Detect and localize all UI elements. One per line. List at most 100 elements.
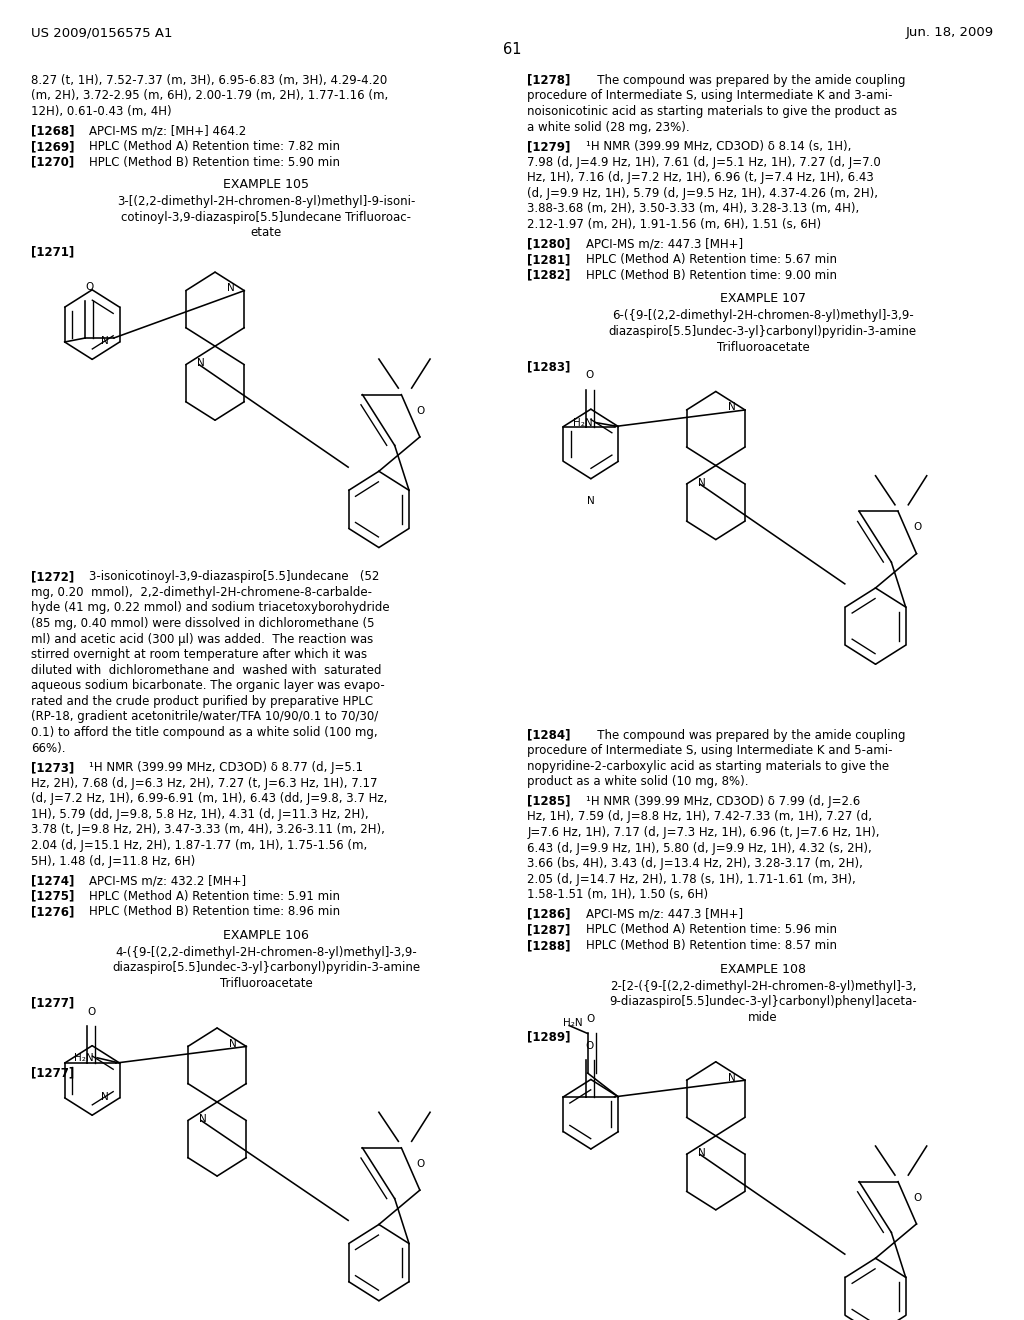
Text: diazaspiro[5.5]undec-3-yl}carbonyl)pyridin-3-amine: diazaspiro[5.5]undec-3-yl}carbonyl)pyrid…: [609, 325, 916, 338]
Text: O: O: [85, 281, 93, 292]
Text: [1280]: [1280]: [527, 238, 570, 251]
Text: O: O: [586, 1040, 594, 1051]
Text: HPLC (Method B) Retention time: 9.00 min: HPLC (Method B) Retention time: 9.00 min: [586, 269, 837, 281]
Text: 3.66 (bs, 4H), 3.43 (d, J=13.4 Hz, 2H), 3.28-3.17 (m, 2H),: 3.66 (bs, 4H), 3.43 (d, J=13.4 Hz, 2H), …: [527, 857, 863, 870]
Text: product as a white solid (10 mg, 8%).: product as a white solid (10 mg, 8%).: [527, 775, 749, 788]
Text: [1277]: [1277]: [31, 1067, 74, 1080]
Text: [1270]: [1270]: [31, 156, 74, 169]
Text: 3-[(2,2-dimethyl-2H-chromen-8-yl)methyl]-9-isoni-: 3-[(2,2-dimethyl-2H-chromen-8-yl)methyl]…: [117, 195, 416, 209]
Text: [1274]: [1274]: [31, 874, 74, 887]
Text: 2.04 (d, J=15.1 Hz, 2H), 1.87-1.77 (m, 1H), 1.75-1.56 (m,: 2.04 (d, J=15.1 Hz, 2H), 1.87-1.77 (m, 1…: [31, 840, 367, 851]
Text: [1283]: [1283]: [527, 360, 570, 374]
Text: O: O: [913, 523, 922, 532]
Text: 6.43 (d, J=9.9 Hz, 1H), 5.80 (d, J=9.9 Hz, 1H), 4.32 (s, 2H),: 6.43 (d, J=9.9 Hz, 1H), 5.80 (d, J=9.9 H…: [527, 842, 872, 854]
Text: O: O: [417, 1159, 425, 1168]
Text: (m, 2H), 3.72-2.95 (m, 6H), 2.00-1.79 (m, 2H), 1.77-1.16 (m,: (m, 2H), 3.72-2.95 (m, 6H), 2.00-1.79 (m…: [31, 90, 388, 103]
Text: diazaspiro[5.5]undec-3-yl}carbonyl)pyridin-3-amine: diazaspiro[5.5]undec-3-yl}carbonyl)pyrid…: [113, 961, 420, 974]
Text: Jun. 18, 2009: Jun. 18, 2009: [905, 26, 993, 40]
Text: HPLC (Method B) Retention time: 8.96 min: HPLC (Method B) Retention time: 8.96 min: [89, 906, 340, 919]
Text: mg, 0.20  mmol),  2,2-dimethyl-2H-chromene-8-carbalde-: mg, 0.20 mmol), 2,2-dimethyl-2H-chromene…: [31, 586, 372, 599]
Text: rated and the crude product purified by preparative HPLC: rated and the crude product purified by …: [31, 694, 373, 708]
Text: J=7.6 Hz, 1H), 7.17 (d, J=7.3 Hz, 1H), 6.96 (t, J=7.6 Hz, 1H),: J=7.6 Hz, 1H), 7.17 (d, J=7.3 Hz, 1H), 6…: [527, 826, 880, 840]
Text: HPLC (Method B) Retention time: 5.90 min: HPLC (Method B) Retention time: 5.90 min: [89, 156, 340, 169]
Text: 12H), 0.61-0.43 (m, 4H): 12H), 0.61-0.43 (m, 4H): [31, 106, 171, 117]
Text: [1279]: [1279]: [527, 140, 570, 153]
Text: [1289]: [1289]: [527, 1031, 570, 1043]
Text: N: N: [728, 1073, 736, 1082]
Text: EXAMPLE 106: EXAMPLE 106: [223, 929, 309, 941]
Text: (d, J=7.2 Hz, 1H), 6.99-6.91 (m, 1H), 6.43 (dd, J=9.8, 3.7 Hz,: (d, J=7.2 Hz, 1H), 6.99-6.91 (m, 1H), 6.…: [31, 792, 387, 805]
Text: APCI-MS m/z: 447.3 [MH+]: APCI-MS m/z: 447.3 [MH+]: [586, 238, 742, 251]
Text: stirred overnight at room temperature after which it was: stirred overnight at room temperature af…: [31, 648, 367, 661]
Text: 3.78 (t, J=9.8 Hz, 2H), 3.47-3.33 (m, 4H), 3.26-3.11 (m, 2H),: 3.78 (t, J=9.8 Hz, 2H), 3.47-3.33 (m, 4H…: [31, 824, 385, 837]
Text: [1285]: [1285]: [527, 795, 570, 808]
Text: O: O: [87, 1007, 95, 1016]
Text: EXAMPLE 108: EXAMPLE 108: [720, 962, 806, 975]
Text: ¹H NMR (399.99 MHz, CD3OD) δ 8.77 (d, J=5.1: ¹H NMR (399.99 MHz, CD3OD) δ 8.77 (d, J=…: [89, 762, 364, 774]
Text: procedure of Intermediate S, using Intermediate K and 5-ami-: procedure of Intermediate S, using Inter…: [527, 744, 893, 758]
Text: ¹H NMR (399.99 MHz, CD3OD) δ 7.99 (d, J=2.6: ¹H NMR (399.99 MHz, CD3OD) δ 7.99 (d, J=…: [586, 795, 860, 808]
Text: ¹H NMR (399.99 MHz, CD3OD) δ 8.14 (s, 1H),: ¹H NMR (399.99 MHz, CD3OD) δ 8.14 (s, 1H…: [586, 140, 851, 153]
Text: N: N: [100, 335, 109, 346]
Text: APCI-MS m/z: 432.2 [MH+]: APCI-MS m/z: 432.2 [MH+]: [89, 874, 246, 887]
Text: mide: mide: [749, 1011, 777, 1024]
Text: APCI-MS m/z: 447.3 [MH+]: APCI-MS m/z: 447.3 [MH+]: [586, 908, 742, 921]
Text: 5H), 1.48 (d, J=11.8 Hz, 6H): 5H), 1.48 (d, J=11.8 Hz, 6H): [31, 854, 195, 867]
Text: [1286]: [1286]: [527, 908, 570, 921]
Text: 2-[2-({9-[(2,2-dimethyl-2H-chromen-8-yl)methyl]-3,: 2-[2-({9-[(2,2-dimethyl-2H-chromen-8-yl)…: [609, 979, 916, 993]
Text: [1284]: [1284]: [527, 729, 570, 742]
Text: 66%).: 66%).: [31, 742, 66, 755]
Text: The compound was prepared by the amide coupling: The compound was prepared by the amide c…: [586, 74, 905, 87]
Text: a white solid (28 mg, 23%).: a white solid (28 mg, 23%).: [527, 120, 690, 133]
Text: O: O: [913, 1192, 922, 1203]
Text: 0.1) to afford the title compound as a white solid (100 mg,: 0.1) to afford the title compound as a w…: [31, 726, 378, 739]
Text: noisonicotinic acid as starting materials to give the product as: noisonicotinic acid as starting material…: [527, 106, 897, 117]
Text: N: N: [199, 1114, 207, 1125]
Text: [1275]: [1275]: [31, 890, 74, 903]
Text: 2.12-1.97 (m, 2H), 1.91-1.56 (m, 6H), 1.51 (s, 6H): 2.12-1.97 (m, 2H), 1.91-1.56 (m, 6H), 1.…: [527, 218, 821, 231]
Text: 9-diazaspiro[5.5]undec-3-yl}carbonyl)phenyl]aceta-: 9-diazaspiro[5.5]undec-3-yl}carbonyl)phe…: [609, 995, 916, 1008]
Text: [1287]: [1287]: [527, 924, 570, 936]
Text: [1268]: [1268]: [31, 124, 74, 137]
Text: aqueous sodium bicarbonate. The organic layer was evapo-: aqueous sodium bicarbonate. The organic …: [31, 680, 384, 692]
Text: Trifluoroacetate: Trifluoroacetate: [220, 977, 312, 990]
Text: 7.98 (d, J=4.9 Hz, 1H), 7.61 (d, J=5.1 Hz, 1H), 7.27 (d, J=7.0: 7.98 (d, J=4.9 Hz, 1H), 7.61 (d, J=5.1 H…: [527, 156, 881, 169]
Text: (85 mg, 0.40 mmol) were dissolved in dichloromethane (5: (85 mg, 0.40 mmol) were dissolved in dic…: [31, 616, 374, 630]
Text: N: N: [197, 358, 205, 368]
Text: O: O: [417, 405, 425, 416]
Text: HPLC (Method A) Retention time: 5.67 min: HPLC (Method A) Retention time: 5.67 min: [586, 253, 837, 267]
Text: hyde (41 mg, 0.22 mmol) and sodium triacetoxyborohydride: hyde (41 mg, 0.22 mmol) and sodium triac…: [31, 602, 389, 614]
Text: HPLC (Method A) Retention time: 7.82 min: HPLC (Method A) Retention time: 7.82 min: [89, 140, 340, 153]
Text: [1273]: [1273]: [31, 762, 74, 774]
Text: Trifluoroacetate: Trifluoroacetate: [717, 341, 809, 354]
Text: O: O: [586, 371, 594, 380]
Text: The compound was prepared by the amide coupling: The compound was prepared by the amide c…: [586, 729, 905, 742]
Text: [1288]: [1288]: [527, 939, 570, 952]
Text: US 2009/0156575 A1: US 2009/0156575 A1: [31, 26, 172, 40]
Text: [1282]: [1282]: [527, 269, 570, 281]
Text: 3-isonicotinoyl-3,9-diazaspiro[5.5]undecane   (52: 3-isonicotinoyl-3,9-diazaspiro[5.5]undec…: [89, 570, 380, 583]
Text: Hz, 1H), 7.16 (d, J=7.2 Hz, 1H), 6.96 (t, J=7.4 Hz, 1H), 6.43: Hz, 1H), 7.16 (d, J=7.2 Hz, 1H), 6.96 (t…: [527, 172, 874, 185]
Text: 61: 61: [503, 42, 521, 57]
Text: 1H), 5.79 (dd, J=9.8, 5.8 Hz, 1H), 4.31 (d, J=11.3 Hz, 2H),: 1H), 5.79 (dd, J=9.8, 5.8 Hz, 1H), 4.31 …: [31, 808, 369, 821]
Text: [1276]: [1276]: [31, 906, 74, 919]
Text: 2.05 (d, J=14.7 Hz, 2H), 1.78 (s, 1H), 1.71-1.61 (m, 3H),: 2.05 (d, J=14.7 Hz, 2H), 1.78 (s, 1H), 1…: [527, 873, 856, 886]
Text: [1278]: [1278]: [527, 74, 570, 87]
Text: diluted with  dichloromethane and  washed with  saturated: diluted with dichloromethane and washed …: [31, 664, 381, 677]
Text: etate: etate: [251, 226, 282, 239]
Text: nopyridine-2-carboxylic acid as starting materials to give the: nopyridine-2-carboxylic acid as starting…: [527, 760, 890, 772]
Text: N: N: [728, 403, 736, 412]
Text: N: N: [587, 496, 595, 506]
Text: Hz, 1H), 7.59 (d, J=8.8 Hz, 1H), 7.42-7.33 (m, 1H), 7.27 (d,: Hz, 1H), 7.59 (d, J=8.8 Hz, 1H), 7.42-7.…: [527, 810, 872, 824]
Text: N: N: [229, 1039, 238, 1049]
Text: EXAMPLE 107: EXAMPLE 107: [720, 292, 806, 305]
Text: 3.88-3.68 (m, 2H), 3.50-3.33 (m, 4H), 3.28-3.13 (m, 4H),: 3.88-3.68 (m, 2H), 3.50-3.33 (m, 4H), 3.…: [527, 202, 859, 215]
Text: H₂N: H₂N: [573, 417, 593, 428]
Text: procedure of Intermediate S, using Intermediate K and 3-ami-: procedure of Intermediate S, using Inter…: [527, 90, 893, 103]
Text: HPLC (Method A) Retention time: 5.91 min: HPLC (Method A) Retention time: 5.91 min: [89, 890, 340, 903]
Text: H₂N: H₂N: [563, 1018, 583, 1028]
Text: O: O: [587, 1014, 595, 1024]
Text: HPLC (Method A) Retention time: 5.96 min: HPLC (Method A) Retention time: 5.96 min: [586, 924, 837, 936]
Text: N: N: [100, 1092, 109, 1101]
Text: 8.27 (t, 1H), 7.52-7.37 (m, 3H), 6.95-6.83 (m, 3H), 4.29-4.20: 8.27 (t, 1H), 7.52-7.37 (m, 3H), 6.95-6.…: [31, 74, 387, 87]
